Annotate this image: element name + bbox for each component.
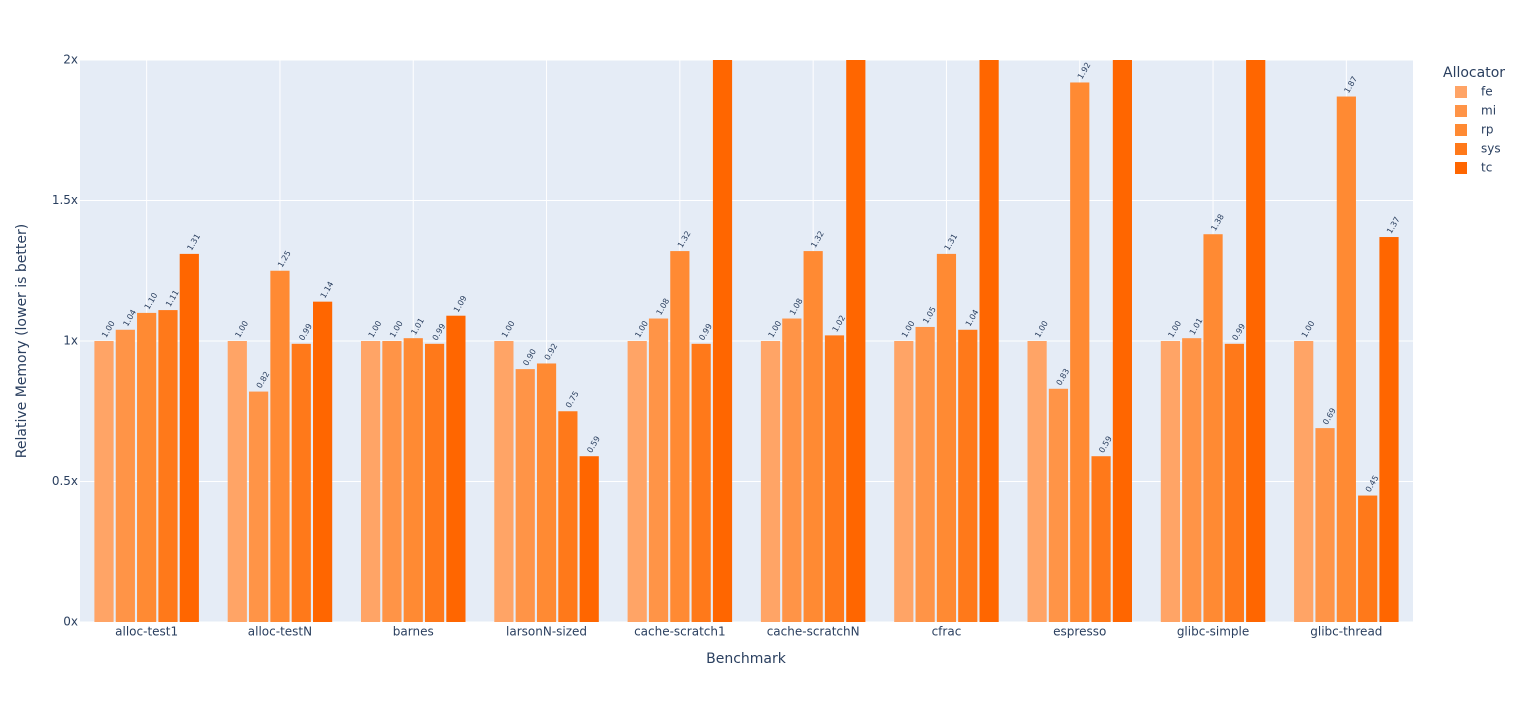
bar — [1315, 428, 1335, 622]
legend-label: fe — [1481, 85, 1493, 99]
x-tick-label: glibc-thread — [1310, 625, 1382, 639]
bar — [915, 326, 935, 622]
bar — [712, 60, 733, 622]
bar — [227, 341, 247, 622]
x-tick-label: espresso — [1053, 625, 1106, 639]
bar — [291, 343, 311, 622]
legend-swatch — [1455, 124, 1467, 136]
legend-swatch — [1455, 105, 1467, 117]
bar — [1224, 343, 1244, 622]
bar — [515, 369, 535, 622]
bar — [1091, 456, 1111, 622]
bar — [403, 338, 423, 622]
bar — [1203, 234, 1223, 622]
bar — [1070, 82, 1090, 622]
bar — [1379, 237, 1399, 622]
bar — [558, 411, 578, 622]
bar — [424, 343, 445, 622]
bar — [579, 456, 599, 622]
y-tick-label: 0x — [63, 615, 78, 629]
bar — [846, 60, 866, 622]
bar — [179, 253, 199, 622]
bar — [249, 391, 269, 622]
bar — [760, 341, 781, 622]
y-tick-label: 1x — [63, 334, 78, 348]
x-tick-label: barnes — [393, 625, 434, 639]
bar — [894, 341, 914, 622]
bar — [824, 335, 845, 622]
bar — [1182, 338, 1202, 622]
bar — [270, 270, 290, 622]
y-axis-title: Relative Memory (lower is better) — [14, 224, 30, 458]
x-tick-label: cache-scratch1 — [634, 625, 726, 639]
bar — [115, 329, 135, 622]
bar — [1246, 60, 1266, 622]
x-tick-label: alloc-testN — [248, 625, 312, 639]
bar — [958, 329, 978, 622]
bar — [536, 363, 557, 622]
bar — [782, 318, 802, 622]
legend-swatch — [1455, 143, 1467, 155]
bar — [1294, 341, 1314, 622]
bar — [360, 341, 381, 622]
bar — [158, 310, 178, 622]
legend-title: Allocator — [1443, 65, 1505, 81]
bar — [1112, 60, 1133, 622]
bar — [936, 253, 957, 622]
y-tick-label: 2x — [63, 53, 78, 67]
bar — [446, 315, 466, 622]
x-tick-label: alloc-test1 — [115, 625, 178, 639]
legend-label: sys — [1481, 142, 1501, 156]
bar — [313, 301, 333, 622]
bar — [1336, 96, 1356, 622]
x-tick-label: cache-scratchN — [767, 625, 860, 639]
x-axis-title: Benchmark — [706, 651, 787, 667]
legend-label: tc — [1481, 161, 1492, 175]
x-tick-label: cfrac — [932, 625, 962, 639]
bar — [648, 318, 669, 622]
bar — [1358, 495, 1378, 622]
bar — [137, 312, 157, 622]
bar — [627, 341, 647, 622]
bar — [494, 341, 514, 622]
bar — [94, 341, 114, 622]
legend-swatch — [1455, 86, 1467, 98]
y-tick-label: 1.5x — [52, 193, 78, 207]
x-tick-label: larsonN-sized — [506, 625, 587, 639]
bar — [670, 251, 690, 622]
y-tick-label: 0.5x — [52, 474, 78, 488]
bar — [1160, 341, 1180, 622]
legend-label: rp — [1481, 123, 1494, 137]
bar — [382, 341, 402, 622]
x-tick-label: glibc-simple — [1177, 625, 1249, 639]
bar — [979, 60, 999, 622]
bar — [691, 343, 711, 622]
bar — [803, 251, 823, 622]
bar — [1027, 341, 1047, 622]
legend-swatch — [1455, 162, 1467, 174]
legend-label: mi — [1481, 104, 1496, 118]
bar — [1048, 388, 1069, 622]
